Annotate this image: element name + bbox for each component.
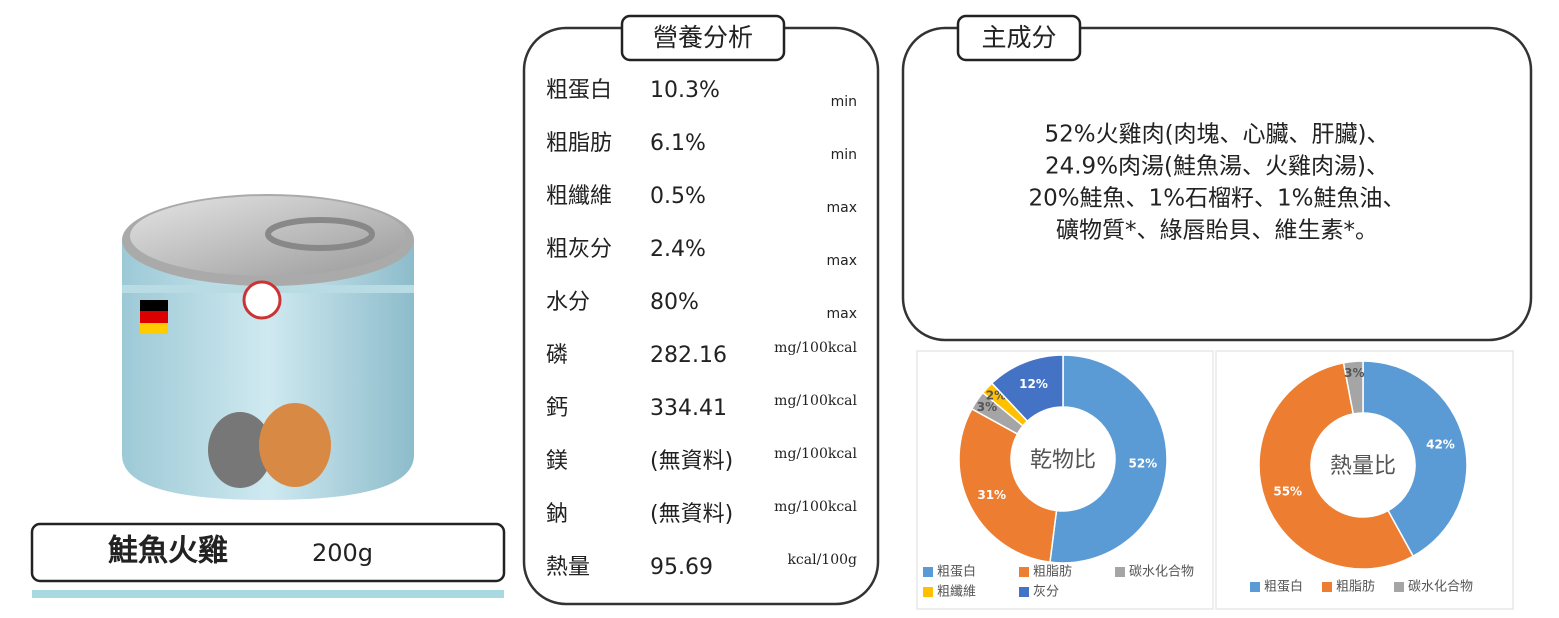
nutrient-unit: mg/100kcal xyxy=(774,340,857,356)
nutrient-value: 80% xyxy=(650,290,699,315)
nutrient-label: 磷 xyxy=(546,343,568,368)
nutrient-unit: mg/100kcal xyxy=(774,393,857,409)
legend-label: 粗脂肪 xyxy=(1336,579,1375,595)
legend-swatch xyxy=(1322,582,1332,592)
legend-swatch xyxy=(923,567,933,577)
nutrient-value: 95.69 xyxy=(650,555,713,580)
data-label: 52% xyxy=(1128,457,1157,471)
nutrient-unit: min xyxy=(831,94,857,110)
ingredients-box xyxy=(901,26,1533,342)
nutrient-unit: mg/100kcal xyxy=(774,446,857,462)
donut-slice xyxy=(1342,360,1364,415)
accent-bar xyxy=(32,590,504,598)
nutrient-label: 鎂 xyxy=(546,449,568,474)
title-tab xyxy=(956,14,1082,62)
nutrient-label: 粗蛋白 xyxy=(546,78,612,103)
ingredient-line: 20%鮭魚、1%石榴籽、1%鮭魚油、 xyxy=(1028,186,1405,212)
legend-swatch xyxy=(1115,567,1125,577)
nutrient-unit: max xyxy=(826,253,857,269)
donut-slice xyxy=(1258,361,1415,570)
legend-swatch xyxy=(923,587,933,597)
data-label: 12% xyxy=(1019,377,1048,391)
legend-label: 粗脂肪 xyxy=(1033,564,1072,580)
nutrient-value: 2.4% xyxy=(650,237,706,262)
nutrient-unit: min xyxy=(831,147,857,163)
nutrition-title: 營養分析 xyxy=(653,23,753,52)
legend-swatch xyxy=(1019,587,1029,597)
nutrient-value: 334.41 xyxy=(650,396,727,421)
center-label: 熱量比 xyxy=(1330,454,1396,479)
ingredient-line: 礦物質*、綠唇貽貝、維生素*。 xyxy=(1056,218,1378,244)
nutrient-value: (無資料) xyxy=(650,502,733,527)
nutrient-label: 熱量 xyxy=(546,555,590,580)
legend-label: 粗蛋白 xyxy=(1264,579,1303,595)
nutrient-value: 6.1% xyxy=(650,131,706,156)
nutrient-value: 0.5% xyxy=(650,184,706,209)
legend-label: 灰分 xyxy=(1033,585,1059,600)
ingredients-title: 主成分 xyxy=(981,23,1056,52)
product-weight: 200g xyxy=(312,539,373,567)
center-label: 乾物比 xyxy=(1030,448,1096,473)
nutrient-value: (無資料) xyxy=(650,449,733,474)
legend-label: 粗蛋白 xyxy=(937,564,976,580)
nutrient-label: 粗脂肪 xyxy=(546,131,612,156)
donut-slice xyxy=(1362,360,1468,558)
nutrient-label: 鈣 xyxy=(546,396,568,421)
data-label: 3% xyxy=(1344,366,1364,380)
nutrient-label: 水分 xyxy=(546,290,590,315)
nutrient-value: 282.16 xyxy=(650,343,727,368)
legend-swatch xyxy=(1250,582,1260,592)
donut-slice xyxy=(958,407,1058,564)
data-label: 55% xyxy=(1273,485,1302,499)
nutrient-value: 10.3% xyxy=(650,78,720,103)
product-name: 鮭魚火雞 xyxy=(108,534,228,569)
legend-label: 碳水化合物 xyxy=(1408,580,1473,595)
nutrient-unit: mg/100kcal xyxy=(774,499,857,515)
name-box xyxy=(30,522,506,583)
nutrient-label: 鈉 xyxy=(546,502,568,527)
legend-swatch xyxy=(1394,582,1404,592)
data-label: 31% xyxy=(977,488,1006,502)
donut-slice xyxy=(990,354,1064,423)
data-label: 42% xyxy=(1426,438,1455,452)
donut-slice xyxy=(1049,354,1168,564)
product-image xyxy=(122,194,414,500)
ingredient-line: 52%火雞肉(肉塊、心臟、肝臟)、 xyxy=(1044,122,1389,148)
legend-swatch xyxy=(1019,567,1029,577)
nutrient-label: 粗纖維 xyxy=(546,184,612,209)
nutrient-unit: max xyxy=(826,306,857,322)
ingredient-line: 24.9%肉湯(鮭魚湯、火雞肉湯)、 xyxy=(1045,154,1389,180)
nutrient-unit: max xyxy=(826,200,857,216)
nutrient-label: 粗灰分 xyxy=(546,237,612,262)
legend-label: 粗纖維 xyxy=(937,585,976,600)
legend-label: 碳水化合物 xyxy=(1129,565,1194,580)
data-label: 3% xyxy=(977,400,997,414)
nutrient-unit: kcal/100g xyxy=(787,552,857,568)
title-tab xyxy=(620,14,786,62)
